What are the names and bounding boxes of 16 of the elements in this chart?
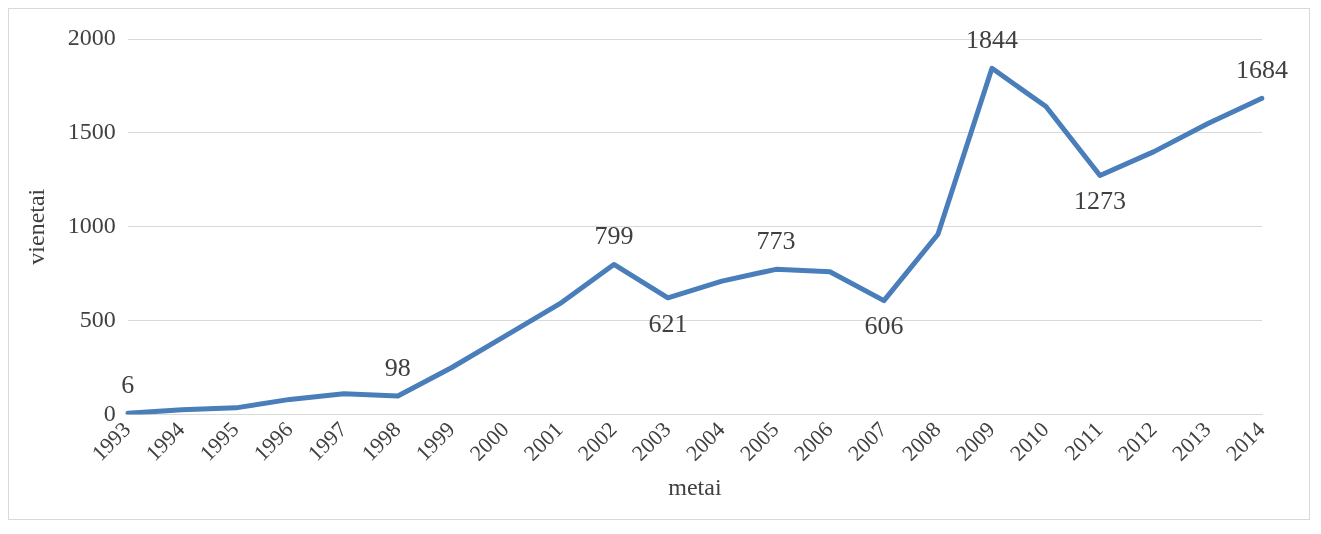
data-label: 1273	[1073, 186, 1126, 216]
y-tick-label: 1500	[67, 118, 116, 145]
y-tick-label: 500	[79, 305, 116, 332]
data-label: 621	[648, 308, 688, 338]
x-axis-title: metai	[668, 473, 722, 500]
data-label: 1684	[1236, 55, 1288, 85]
y-tick-label: 0	[103, 399, 116, 426]
y-tick-label: 1000	[67, 212, 116, 239]
data-label: 1844	[965, 25, 1018, 55]
data-label: 98	[384, 352, 411, 382]
data-label: 799	[594, 221, 634, 251]
y-tick-label: 2000	[67, 24, 116, 51]
data-label: 6	[121, 370, 135, 400]
y-axis-title: vienetai	[22, 188, 49, 265]
data-label: 773	[756, 226, 796, 256]
data-label: 606	[864, 311, 904, 341]
